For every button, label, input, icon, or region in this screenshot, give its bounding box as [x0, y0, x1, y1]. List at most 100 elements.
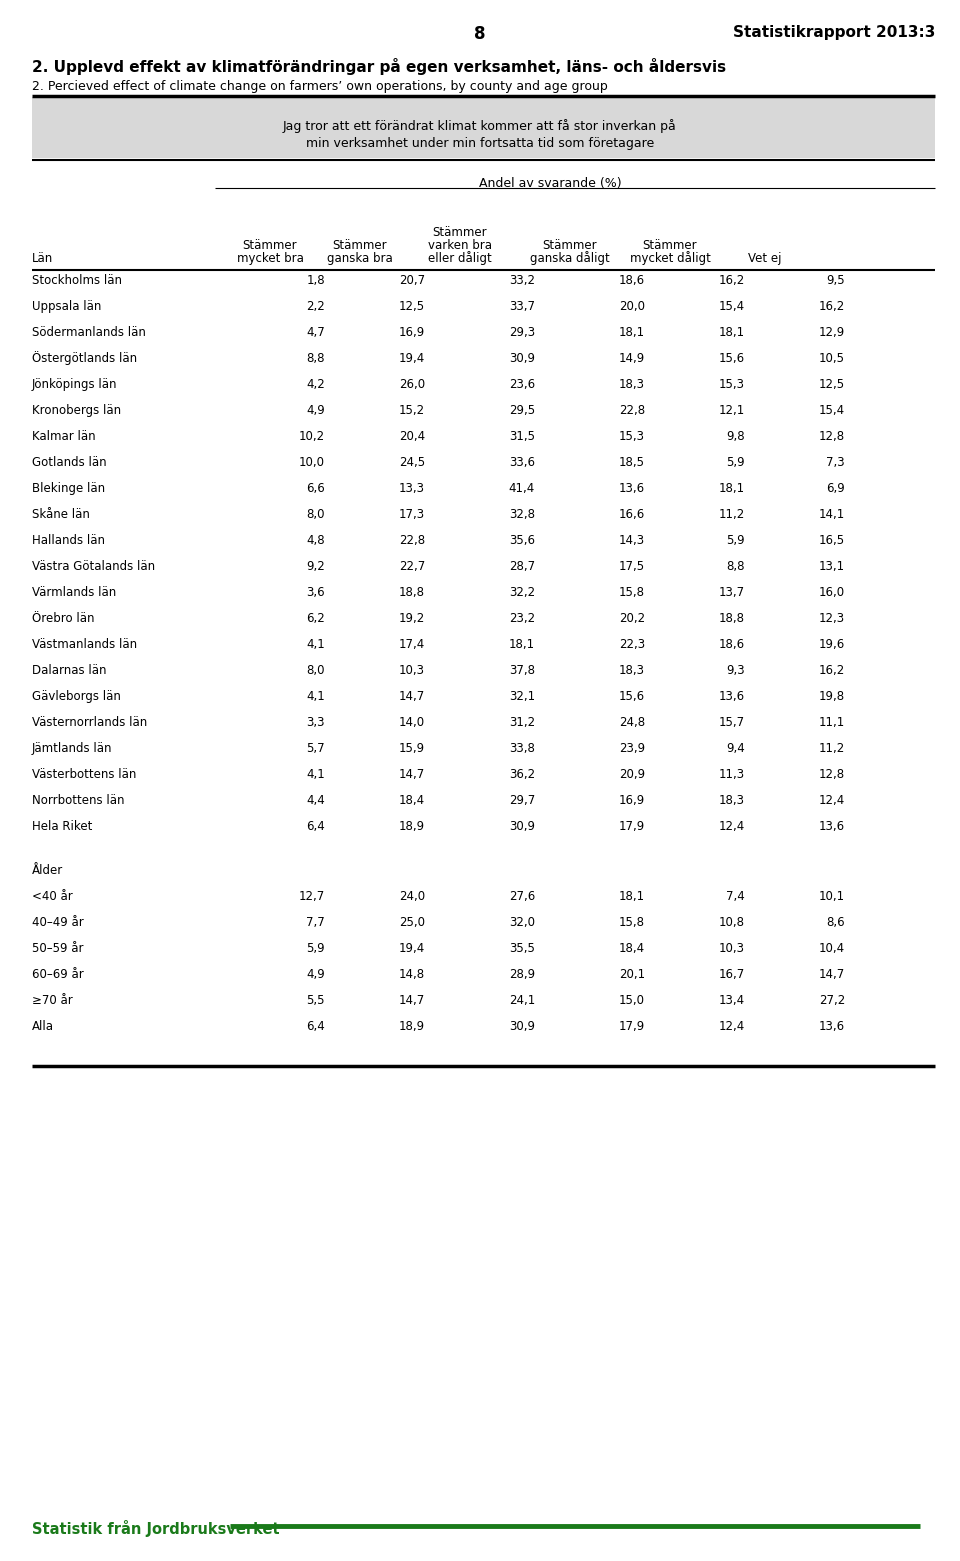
Text: 15,0: 15,0 [619, 994, 645, 1007]
Text: 15,4: 15,4 [719, 300, 745, 314]
Text: Kalmar län: Kalmar län [32, 429, 96, 443]
Text: Stämmer: Stämmer [642, 239, 697, 251]
Text: Norrbottens län: Norrbottens län [32, 795, 125, 807]
Text: 18,3: 18,3 [719, 795, 745, 807]
Text: ganska dåligt: ganska dåligt [530, 251, 610, 265]
Text: 9,2: 9,2 [306, 560, 325, 573]
Text: 7,3: 7,3 [827, 456, 845, 468]
Text: 8,0: 8,0 [306, 663, 325, 677]
Text: Örebro län: Örebro län [32, 612, 94, 624]
Text: 4,2: 4,2 [306, 378, 325, 390]
Text: 15,4: 15,4 [819, 404, 845, 417]
Text: 31,5: 31,5 [509, 429, 535, 443]
Text: 9,4: 9,4 [727, 741, 745, 756]
Text: Stämmer: Stämmer [433, 226, 488, 239]
Text: 3,6: 3,6 [306, 585, 325, 599]
Text: 27,6: 27,6 [509, 890, 535, 902]
Text: 33,7: 33,7 [509, 300, 535, 314]
Text: 12,4: 12,4 [719, 820, 745, 834]
Text: 30,9: 30,9 [509, 820, 535, 834]
Text: Kronobergs län: Kronobergs län [32, 404, 121, 417]
Text: 5,9: 5,9 [306, 941, 325, 955]
Text: 15,3: 15,3 [719, 378, 745, 390]
Text: ganska bra: ganska bra [327, 251, 393, 265]
Text: varken bra: varken bra [428, 239, 492, 251]
Text: min verksamhet under min fortsatta tid som företagare: min verksamhet under min fortsatta tid s… [306, 137, 654, 150]
Text: 18,6: 18,6 [719, 638, 745, 651]
Text: 16,2: 16,2 [819, 300, 845, 314]
Text: 12,3: 12,3 [819, 612, 845, 624]
Text: Ålder: Ålder [32, 863, 63, 877]
Text: Jämtlands län: Jämtlands län [32, 741, 112, 756]
Text: Län: Län [32, 251, 53, 265]
Text: 4,9: 4,9 [306, 968, 325, 980]
Text: 18,1: 18,1 [719, 482, 745, 495]
Text: 12,9: 12,9 [819, 326, 845, 339]
Text: 20,9: 20,9 [619, 768, 645, 780]
Text: 9,5: 9,5 [827, 275, 845, 287]
Text: Östergötlands län: Östergötlands län [32, 351, 137, 365]
Text: mycket dåligt: mycket dåligt [630, 251, 710, 265]
Text: Statistik från Jordbruksverket: Statistik från Jordbruksverket [32, 1520, 279, 1538]
Text: 13,4: 13,4 [719, 994, 745, 1007]
Text: 17,4: 17,4 [398, 638, 425, 651]
Text: 37,8: 37,8 [509, 663, 535, 677]
Text: 8,0: 8,0 [306, 507, 325, 521]
Text: 6,2: 6,2 [306, 612, 325, 624]
Text: 16,9: 16,9 [619, 795, 645, 807]
Text: Västernorrlands län: Västernorrlands län [32, 716, 147, 729]
Text: 22,8: 22,8 [619, 404, 645, 417]
Text: 11,2: 11,2 [819, 741, 845, 756]
Text: Stämmer: Stämmer [333, 239, 387, 251]
Text: 23,9: 23,9 [619, 741, 645, 756]
Text: 15,8: 15,8 [619, 585, 645, 599]
Text: 23,6: 23,6 [509, 378, 535, 390]
Text: 24,0: 24,0 [398, 890, 425, 902]
Text: 5,5: 5,5 [306, 994, 325, 1007]
Text: 41,4: 41,4 [509, 482, 535, 495]
Text: 4,9: 4,9 [306, 404, 325, 417]
Text: Uppsala län: Uppsala län [32, 300, 102, 314]
Text: 4,4: 4,4 [306, 795, 325, 807]
Text: 20,0: 20,0 [619, 300, 645, 314]
Text: <40 år: <40 år [32, 890, 73, 902]
Text: Gävleborgs län: Gävleborgs län [32, 690, 121, 702]
Text: 12,5: 12,5 [819, 378, 845, 390]
Text: 10,0: 10,0 [299, 456, 325, 468]
Text: Alla: Alla [32, 1019, 54, 1033]
Text: 10,5: 10,5 [819, 351, 845, 365]
Text: 20,7: 20,7 [398, 275, 425, 287]
Text: 18,3: 18,3 [619, 663, 645, 677]
Text: 32,2: 32,2 [509, 585, 535, 599]
Text: mycket bra: mycket bra [236, 251, 303, 265]
Text: 4,1: 4,1 [306, 768, 325, 780]
Text: 18,9: 18,9 [398, 820, 425, 834]
Text: 4,1: 4,1 [306, 638, 325, 651]
Text: 12,1: 12,1 [719, 404, 745, 417]
Text: 29,7: 29,7 [509, 795, 535, 807]
Text: Blekinge län: Blekinge län [32, 482, 106, 495]
Text: 26,0: 26,0 [398, 378, 425, 390]
Text: 2. Upplevd effekt av klimatförändringar på egen verksamhet, läns- och åldersvis: 2. Upplevd effekt av klimatförändringar … [32, 58, 726, 75]
Text: 14,9: 14,9 [619, 351, 645, 365]
Text: 18,6: 18,6 [619, 275, 645, 287]
Text: 16,5: 16,5 [819, 534, 845, 546]
Text: 4,8: 4,8 [306, 534, 325, 546]
Text: 1,8: 1,8 [306, 275, 325, 287]
Text: 10,3: 10,3 [719, 941, 745, 955]
Text: Vet ej: Vet ej [748, 251, 781, 265]
Text: 18,1: 18,1 [719, 326, 745, 339]
Text: 36,2: 36,2 [509, 768, 535, 780]
Text: 12,4: 12,4 [719, 1019, 745, 1033]
Text: 9,3: 9,3 [727, 663, 745, 677]
Text: 12,8: 12,8 [819, 768, 845, 780]
Text: 16,9: 16,9 [398, 326, 425, 339]
Text: 13,6: 13,6 [819, 1019, 845, 1033]
Text: 14,7: 14,7 [398, 690, 425, 702]
Text: Stämmer: Stämmer [243, 239, 298, 251]
Text: 16,0: 16,0 [819, 585, 845, 599]
Text: 16,7: 16,7 [719, 968, 745, 980]
Text: 22,3: 22,3 [619, 638, 645, 651]
Text: eller dåligt: eller dåligt [428, 251, 492, 265]
Text: 16,6: 16,6 [619, 507, 645, 521]
